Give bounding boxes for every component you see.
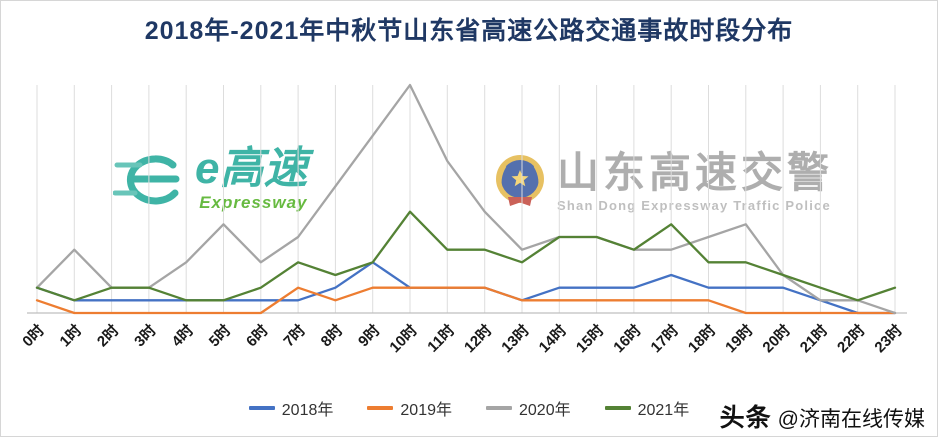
x-axis-label: 15时 xyxy=(573,322,607,356)
x-axis-label: 22时 xyxy=(834,322,868,356)
x-axis-label: 11时 xyxy=(424,322,458,356)
x-axis-label: 21时 xyxy=(797,322,831,356)
x-axis-label: 13时 xyxy=(498,322,532,356)
legend: 2018年 2019年 2020年 2021年 xyxy=(1,396,937,420)
legend-swatch xyxy=(604,406,631,410)
x-axis-label: 17时 xyxy=(648,322,682,356)
watermark-police: 山东高速交警 Shan Dong Expressway Traffic Poli… xyxy=(493,149,834,214)
x-axis-label: 16时 xyxy=(610,322,644,356)
legend-item-2020年: 2020年 xyxy=(486,396,571,420)
x-axis-label: 0时 xyxy=(19,322,48,351)
series-line-2019年 xyxy=(35,286,897,315)
x-axis-label: 12时 xyxy=(461,322,495,356)
series-line-2018年 xyxy=(35,261,897,315)
police-text-block: 山东高速交警 Shan Dong Expressway Traffic Poli… xyxy=(557,149,834,214)
x-axis-label: 23时 xyxy=(871,322,905,356)
x-axis-label: 14时 xyxy=(536,322,570,356)
police-wordmark: 山东高速交警 xyxy=(557,149,834,196)
series-line-2021年 xyxy=(35,210,897,302)
egaosu-text-block: e高速 Expressway xyxy=(195,147,307,213)
legend-label: 2018年 xyxy=(281,402,334,419)
media-handle: @济南在线传媒 xyxy=(777,408,925,431)
legend-swatch xyxy=(248,406,275,410)
x-axis-label: 6时 xyxy=(243,322,272,351)
x-axis-label: 5时 xyxy=(206,322,235,351)
egaosu-wordmark: e高速 xyxy=(195,144,308,193)
x-axis-label: 7时 xyxy=(280,322,309,351)
watermark-egaosu: e高速 Expressway xyxy=(113,147,307,213)
x-axis-label: 10时 xyxy=(386,322,420,356)
x-axis-label: 19时 xyxy=(722,322,756,356)
legend-label: 2019年 xyxy=(400,402,452,419)
police-badge-icon xyxy=(496,155,544,207)
legend-item-2019年: 2019年 xyxy=(367,396,452,420)
x-axis-label: 20时 xyxy=(759,322,793,356)
chart-title: 2018年-2021年中秋节山东省高速公路交通事故时段分布 xyxy=(144,17,794,45)
toutiao-logo: 头条 xyxy=(719,404,772,432)
x-axis-label: 3时 xyxy=(131,322,160,351)
x-axis-label: 18时 xyxy=(685,322,719,356)
x-axis-label: 2时 xyxy=(94,322,123,351)
legend-swatch xyxy=(367,406,394,410)
legend-item-2021年: 2021年 xyxy=(604,396,690,420)
legend-item-2018年: 2018年 xyxy=(248,396,334,420)
legend-swatch xyxy=(486,406,512,410)
police-subtext: Shan Dong Expressway Traffic Police xyxy=(557,198,831,214)
legend-label: 2020年 xyxy=(519,402,571,419)
x-axis-label: 4时 xyxy=(169,322,198,351)
x-axis-label: 9时 xyxy=(355,322,384,351)
egaosu-logo-icon xyxy=(113,155,180,205)
legend-label: 2021年 xyxy=(637,402,690,419)
media-brand: 头条 @济南在线传媒 xyxy=(720,398,925,434)
egaosu-subtext: Expressway xyxy=(199,193,308,212)
x-axis-label: 8时 xyxy=(318,322,347,351)
x-axis-label: 1时 xyxy=(57,322,86,351)
